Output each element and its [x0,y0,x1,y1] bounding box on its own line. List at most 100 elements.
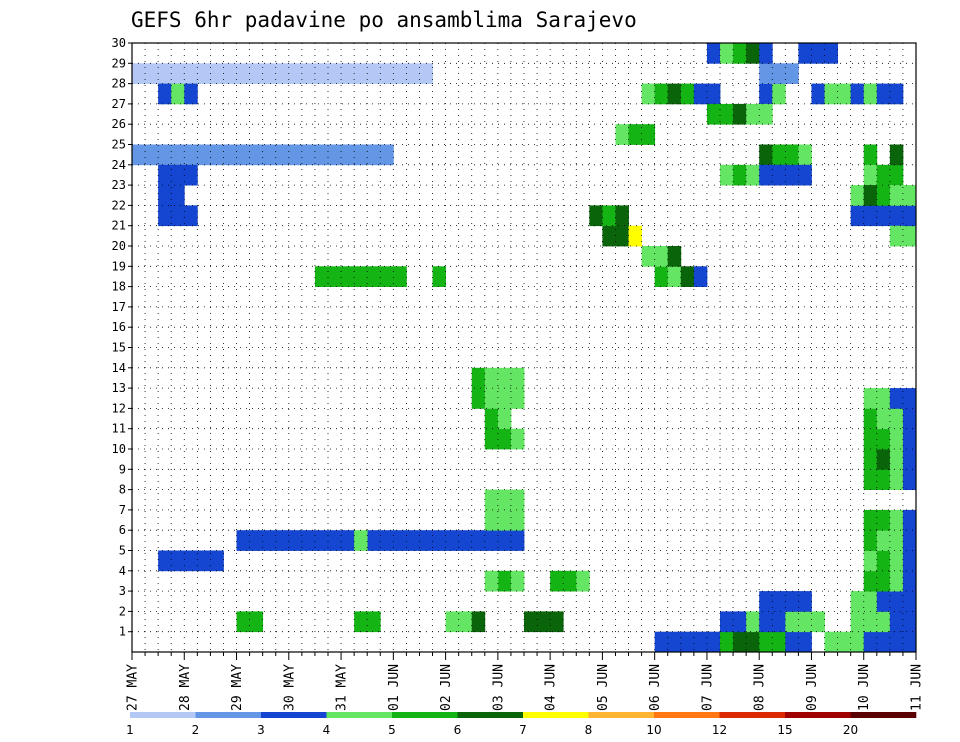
heatmap-cell [497,509,512,531]
heatmap-cell [772,611,786,633]
heatmap-cell [288,530,303,551]
heatmap-cell [863,611,878,633]
x-tick-label: 30 MAY [282,664,297,711]
heatmap-cell [654,246,669,267]
heatmap-cell [236,611,250,633]
heatmap-cell [863,164,878,186]
heatmap-cells [132,43,917,653]
heatmap-cell [863,205,878,227]
legend-swatch [654,712,720,718]
heatmap-cell [314,530,329,551]
heatmap-cell [759,63,773,84]
legend-swatch [130,712,196,718]
heatmap-cell [288,63,303,84]
legend-label: 12 [712,723,727,737]
heatmap-cell [667,266,682,287]
x-tick-label: 27 MAY [126,664,141,711]
heatmap-cell [746,611,760,633]
heatmap-cell [275,63,290,84]
y-tick-label: 17 [112,300,126,314]
heatmap-cell [746,103,760,125]
heatmap-cell [667,246,682,267]
heatmap-cell [876,408,891,430]
y-tick-label: 15 [112,341,126,355]
heatmap-cell [876,591,891,612]
heatmap-cell [785,164,799,186]
heatmap-cell [733,631,747,653]
heatmap-cell [445,611,460,633]
heatmap-cell [693,266,708,287]
heatmap-cell [497,570,512,592]
heatmap-cell [628,124,642,145]
heatmap-cell [850,611,865,633]
x-tick-label: 09 JUN [805,664,820,711]
heatmap-cell [746,164,760,186]
heatmap-cell [393,266,407,287]
heatmap-cell [262,144,277,166]
heatmap-cell [249,63,264,84]
heatmap-cell [889,591,904,612]
y-axis-ticks: 1234567891011121314151617181920212223242… [112,36,132,639]
heatmap-cell [406,63,420,84]
heatmap-cell [889,185,904,206]
heatmap-cell [158,164,172,186]
y-tick-label: 30 [112,36,126,50]
heatmap-cell [876,550,891,572]
y-tick-label: 4 [119,564,126,578]
heatmap-cell [641,83,656,105]
heatmap-cell [876,509,891,531]
heatmap-cell [759,164,773,186]
heatmap-cell [876,388,891,409]
heatmap-cell [184,63,198,84]
heatmap-cell [889,570,904,592]
x-tick-label: 31 MAY [335,664,350,711]
heatmap-cell [197,63,211,84]
heatmap-cell [223,63,237,84]
heatmap-cell [889,509,904,531]
heatmap-cell [354,266,368,287]
heatmap-cell [184,205,198,227]
heatmap-cell [262,530,277,551]
heatmap-cell [524,611,538,633]
heatmap-cell [314,266,329,287]
heatmap-cell [641,246,656,267]
heatmap-cell [354,63,368,84]
y-tick-label: 27 [112,97,126,111]
heatmap-cell [720,611,734,633]
heatmap-cell [850,205,865,227]
heatmap-cell [223,144,237,166]
heatmap-cell [328,144,342,166]
y-tick-label: 25 [112,138,126,152]
heatmap-cell [367,63,381,84]
heatmap-cell [824,43,838,64]
legend-label: 1 [126,723,134,737]
heatmap-cell [301,144,316,166]
heatmap-cell [654,631,669,653]
x-tick-label: 10 JUN [857,664,872,711]
heatmap-cell [550,570,564,592]
heatmap-cell [550,611,564,633]
y-tick-label: 11 [112,422,126,436]
y-tick-label: 5 [119,544,126,558]
heatmap-cell [850,83,865,105]
heatmap-cell [876,469,891,490]
heatmap-cell [497,388,512,409]
heatmap-cell [746,631,760,653]
heatmap-cell [902,550,917,572]
heatmap-cell [876,449,891,470]
y-tick-label: 8 [119,483,126,497]
heatmap-cell [445,530,460,551]
y-tick-label: 20 [112,239,126,253]
legend-swatch [850,712,917,718]
heatmap-cell [484,570,499,592]
heatmap-cell [889,611,904,633]
heatmap-cell [733,164,747,186]
x-tick-label: 05 JUN [596,664,611,711]
heatmap-cell [667,83,682,105]
heatmap-cell [889,388,904,409]
heatmap-cell [171,185,185,206]
heatmap-cell [811,83,825,105]
heatmap-cell [484,408,499,430]
y-tick-label: 24 [112,158,126,172]
heatmap-cell [380,530,394,551]
